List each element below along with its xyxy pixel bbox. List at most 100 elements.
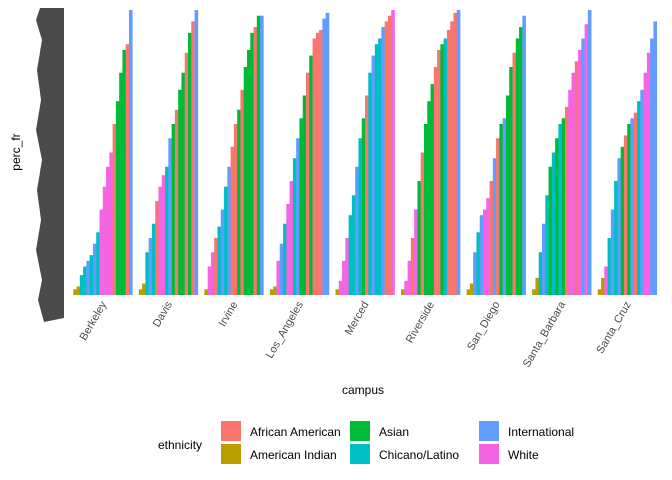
bar [538, 252, 543, 295]
bar [555, 138, 559, 295]
x-tick-label: Davis [151, 299, 175, 329]
bar [365, 95, 369, 295]
x-tick-label: Santa_Cruz [594, 300, 633, 356]
bar [542, 223, 546, 295]
bar [473, 252, 477, 295]
bar [355, 166, 359, 295]
bar [614, 181, 618, 295]
bar [165, 166, 169, 295]
bar [633, 112, 638, 295]
bar [142, 283, 146, 295]
bar [627, 124, 631, 295]
x-axis-title: campus [342, 383, 384, 397]
bar [247, 49, 251, 296]
bar [401, 289, 405, 295]
bar [224, 186, 228, 295]
bar [289, 181, 294, 295]
bar [535, 277, 540, 295]
bar [558, 124, 562, 295]
legend-key [350, 421, 370, 441]
bar [292, 158, 297, 295]
legend-label: International [508, 425, 574, 439]
bar [358, 138, 363, 295]
bar [342, 260, 346, 295]
bar [476, 232, 481, 295]
bar [568, 89, 572, 295]
bar [122, 49, 127, 296]
bar [168, 138, 172, 295]
bar [158, 186, 163, 295]
legend-title: ethnicity [158, 438, 202, 452]
bar [125, 44, 130, 296]
bar [571, 72, 576, 295]
legend-key [479, 444, 499, 464]
bar [456, 10, 461, 295]
bar [469, 283, 474, 295]
bar [178, 89, 182, 295]
bar [640, 89, 644, 295]
bar [96, 232, 100, 295]
bar [545, 195, 549, 295]
bar [450, 21, 454, 296]
bar [83, 266, 87, 295]
bar [151, 223, 156, 295]
bar [102, 186, 107, 295]
bar [623, 135, 628, 295]
bar [129, 10, 133, 295]
legend-key [350, 444, 370, 464]
bar [184, 52, 189, 295]
bar [499, 124, 503, 295]
bar [119, 72, 123, 295]
bar [188, 32, 192, 296]
bar [214, 238, 218, 295]
bar [650, 38, 654, 295]
bar [171, 124, 176, 295]
bar [620, 146, 625, 295]
bar [643, 72, 648, 295]
bar [227, 166, 231, 295]
bar [509, 67, 513, 295]
bar [443, 38, 448, 295]
bar [512, 52, 517, 295]
bar [440, 44, 444, 296]
bar [574, 61, 579, 295]
bar [492, 158, 497, 295]
bar [384, 21, 389, 296]
bar [115, 101, 120, 295]
bar [371, 55, 376, 295]
bar [584, 24, 589, 295]
bar [407, 260, 412, 295]
bar [106, 166, 110, 295]
bar [286, 203, 290, 295]
bar [312, 38, 317, 295]
bar [112, 124, 117, 295]
bar [145, 252, 149, 295]
bar [433, 67, 438, 295]
bar [391, 10, 395, 295]
bar [374, 44, 379, 296]
bar [237, 109, 241, 295]
bar [92, 243, 97, 295]
bar [427, 101, 431, 295]
y-axis-label-blob [36, 8, 64, 322]
bar [73, 289, 77, 295]
x-tick-label: Riverside [404, 300, 437, 346]
bar [420, 152, 425, 295]
bar [174, 109, 179, 295]
bar [637, 101, 641, 295]
bar [273, 286, 277, 295]
bar [466, 289, 471, 295]
bar [240, 89, 245, 295]
bar [496, 138, 500, 295]
bar [486, 198, 490, 295]
bar [653, 21, 658, 296]
bar [260, 15, 264, 295]
bar [138, 289, 143, 295]
bar [479, 215, 484, 295]
bar [302, 95, 307, 295]
legend-label: Chicano/Latino [379, 448, 459, 462]
bar [610, 209, 615, 295]
bar [253, 27, 258, 295]
bar [410, 238, 415, 295]
